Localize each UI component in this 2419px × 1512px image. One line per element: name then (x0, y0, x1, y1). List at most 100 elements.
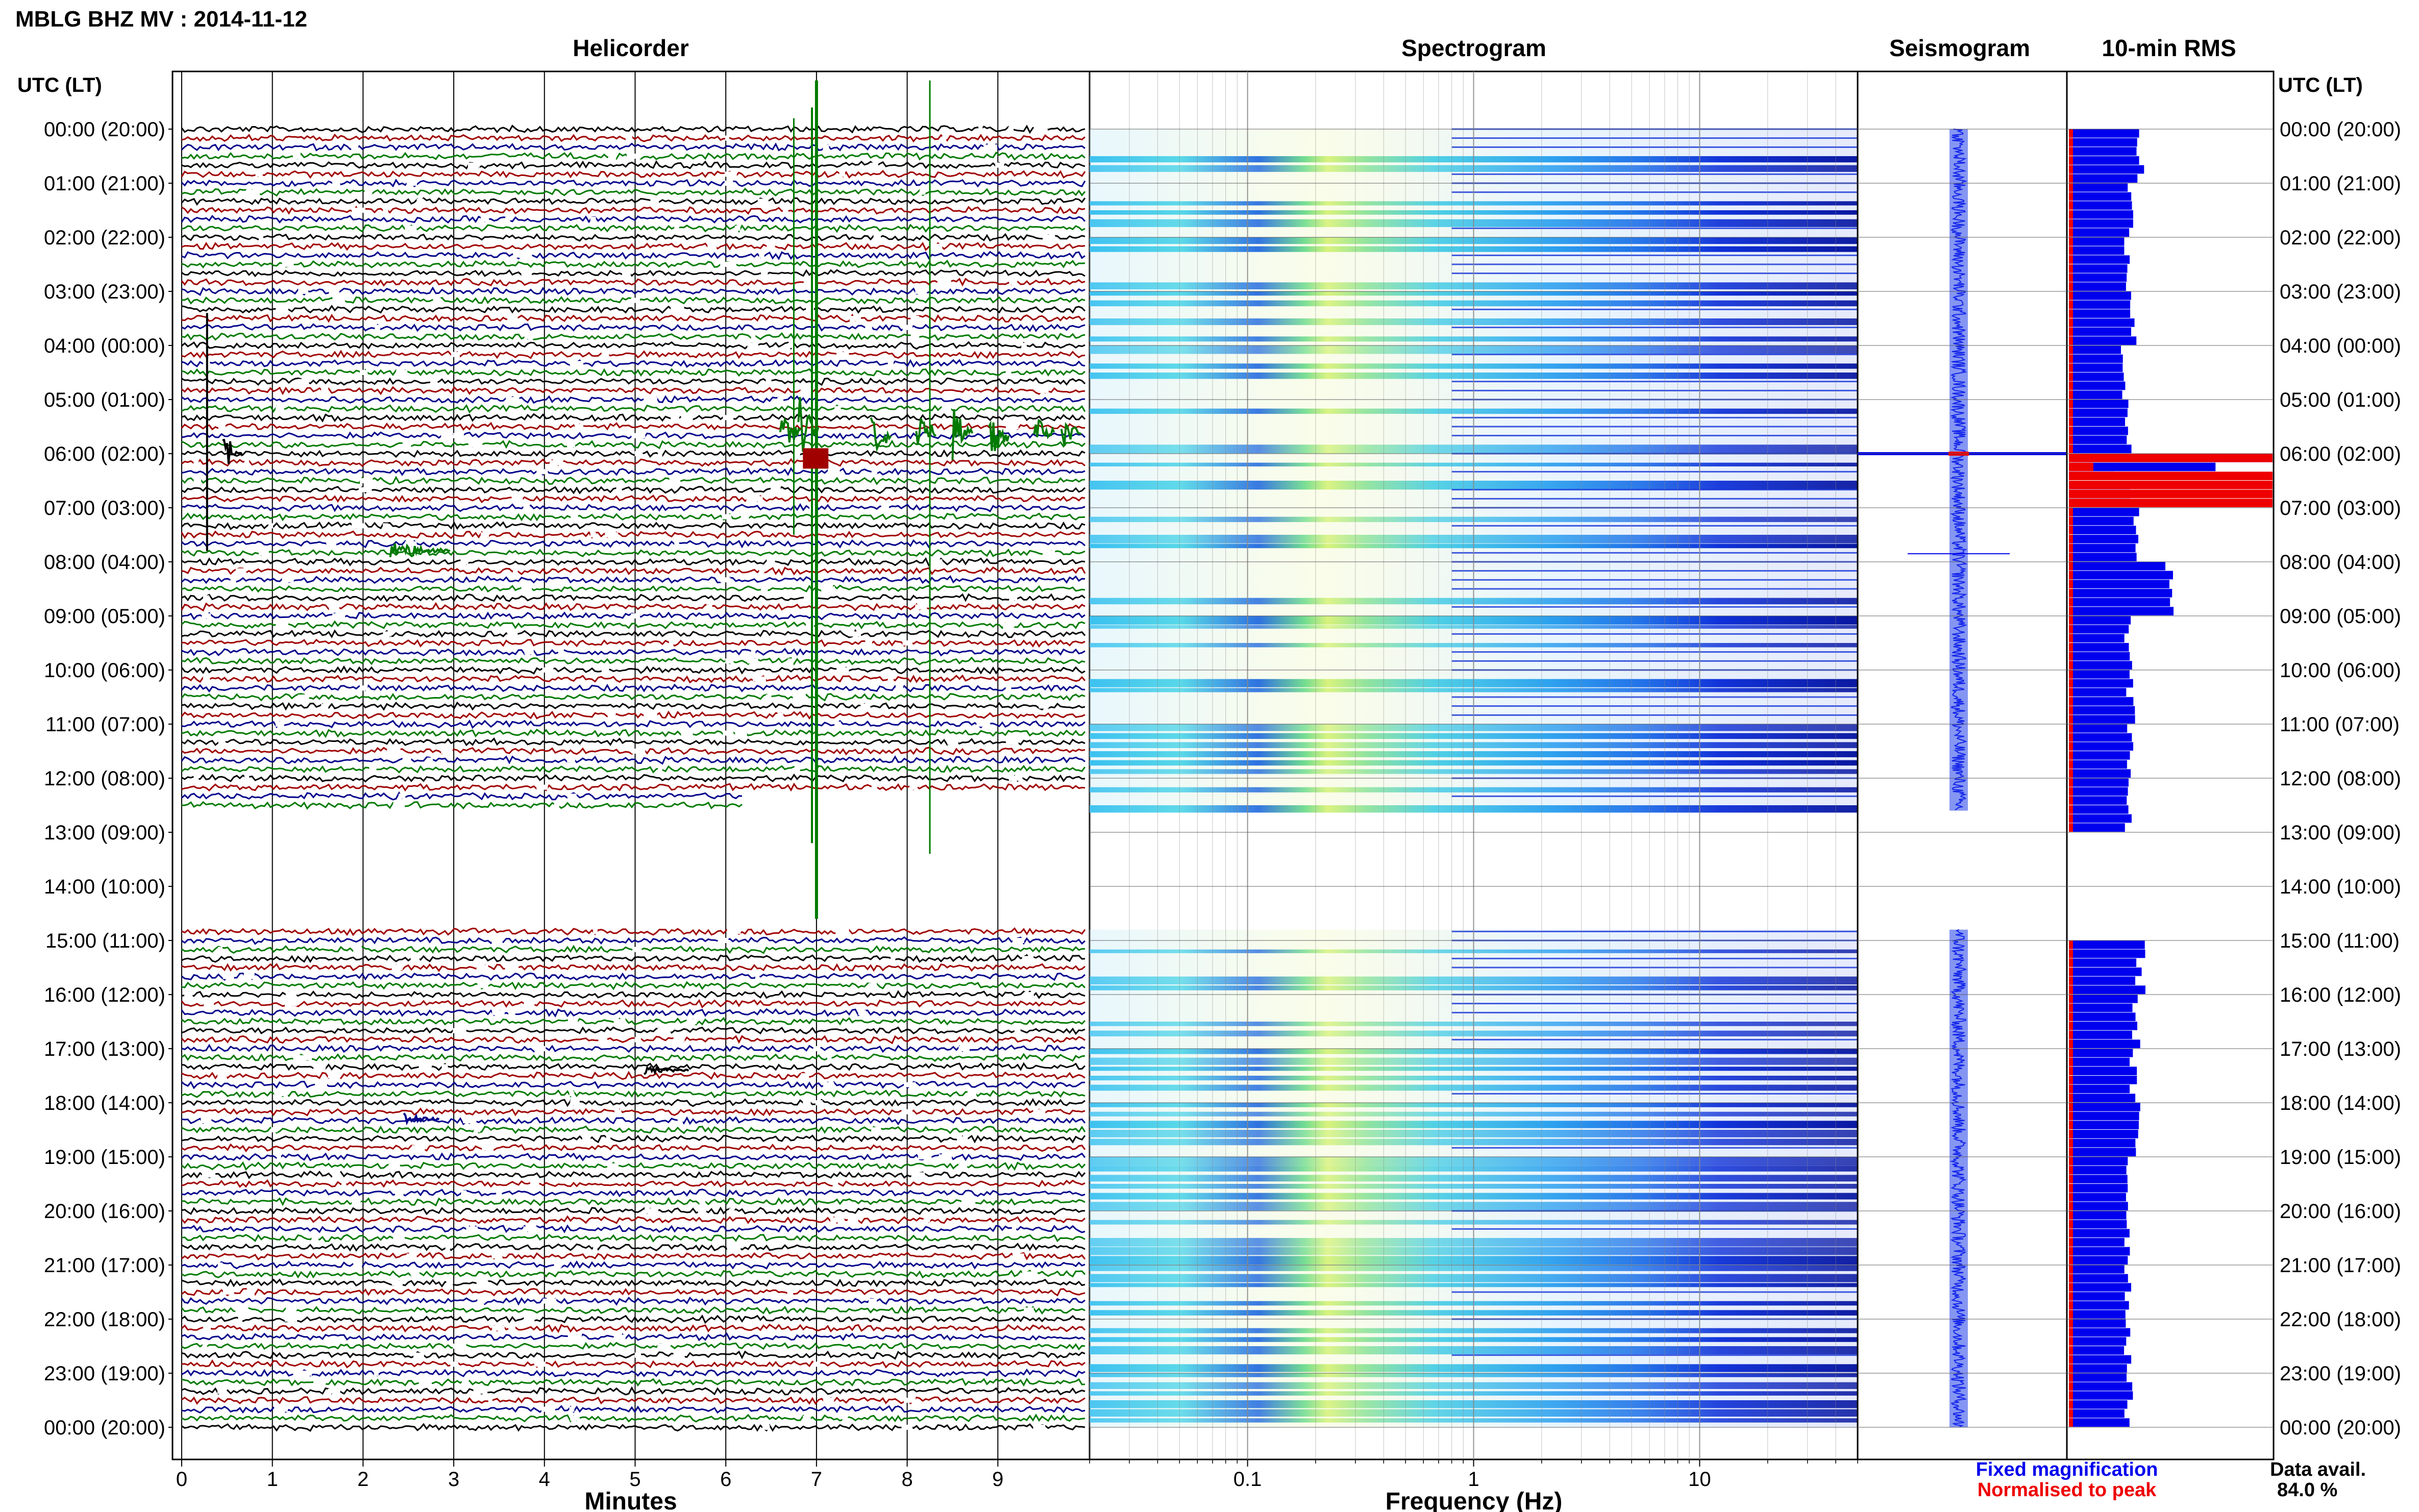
rms-bar-fixed (2069, 1283, 2132, 1292)
rms-bar-normalised (2069, 706, 2073, 715)
helicorder-gap (806, 307, 814, 312)
rms-bar-normalised (2069, 742, 2073, 751)
rms-bar-normalised (2069, 282, 2073, 291)
helicorder-trace (181, 1270, 1086, 1279)
rms-bar-fixed (2069, 1346, 2125, 1355)
rms-bar-fixed (2069, 553, 2137, 561)
rms-bar-fixed (2069, 823, 2125, 832)
helicorder-frame (171, 70, 1091, 1460)
rms-bar-fixed (2069, 255, 2130, 264)
helicorder-gap (536, 469, 548, 475)
rms-bar-fixed (2069, 976, 2135, 985)
rms-bar-fixed (2069, 814, 2132, 823)
rms-bar-fixed (2069, 778, 2129, 787)
helicorder-gap (446, 1280, 453, 1286)
rms-bar-fixed (2069, 1400, 2128, 1409)
rms-bar-fixed (2069, 300, 2131, 309)
helicorder-gap (777, 397, 784, 402)
helicorder-trace (181, 386, 1085, 395)
helicorder-gap (673, 1352, 685, 1358)
helicorder-gap (235, 1307, 249, 1313)
rms-bar-normalised (2069, 652, 2073, 661)
helicorder-gap (402, 757, 411, 763)
hour-label-right: 00:00 (20:00) (2280, 118, 2401, 141)
rms-bar-fixed (2069, 1301, 2129, 1310)
rms-bar-fixed (2069, 571, 2173, 580)
hour-label-left: 20:00 (16:00) (44, 1200, 165, 1223)
helicorder-gap (860, 703, 871, 709)
helicorder-gap (1022, 956, 1034, 961)
rms-bar-normalised (2069, 481, 2273, 489)
helicorder-xtick-label: 4 (539, 1468, 550, 1491)
rms-bar-normalised (2069, 995, 2073, 1003)
hour-label-right: 13:00 (09:00) (2280, 822, 2401, 844)
rms-bar-fixed (2069, 1057, 2130, 1067)
helicorder-gap (530, 1181, 539, 1186)
helicorder-gap (441, 433, 453, 438)
helicorder-trace (181, 395, 1085, 404)
helicorder-gap (777, 712, 784, 718)
helicorder-xtick-label: 9 (992, 1468, 1003, 1491)
helicorder-trace (181, 125, 1085, 134)
helicorder-gap (747, 343, 758, 348)
helicorder-trace (181, 368, 1085, 377)
helicorder-trace (181, 313, 1085, 323)
helicorder-gap (554, 803, 559, 808)
helicorder-gap (484, 983, 488, 988)
rms-bar-fixed (2069, 1247, 2130, 1256)
rms-bar-normalised (2069, 472, 2273, 480)
helicorder-gap (202, 1344, 208, 1349)
helicorder-gap (803, 280, 818, 285)
helicorder-gap (507, 316, 518, 321)
helicorder-gap (720, 262, 731, 267)
helicorder-gap (794, 766, 800, 772)
helicorder-xtick-label: 5 (629, 1468, 640, 1491)
hour-label-left: 07:00 (03:00) (44, 497, 165, 519)
seismogram-envelope (1949, 929, 1968, 1427)
rms-bar-normalised (2069, 1130, 2073, 1138)
helicorder-gap (766, 695, 772, 700)
rms-bar-normalised (2069, 1003, 2073, 1012)
rms-bar-normalised (2069, 1364, 2073, 1373)
helicorder-gap (902, 325, 913, 330)
helicorder-gap (614, 1109, 622, 1114)
helicorder-gap (285, 992, 297, 997)
helicorder-gap (681, 415, 693, 420)
helicorder-gap (508, 1325, 515, 1331)
helicorder-gap (217, 1389, 227, 1394)
helicorder-trace (181, 503, 1085, 512)
helicorder-trace (181, 259, 1085, 269)
helicorder-gap (724, 171, 737, 177)
helicorder-gap (315, 1082, 327, 1087)
helicorder-gap (707, 243, 717, 249)
rms-bar-normalised (2069, 715, 2073, 724)
helicorder-trace (181, 530, 1085, 539)
rms-bar-fixed (2069, 1094, 2136, 1102)
helicorder-trace (181, 801, 743, 810)
helicorder-gap (491, 1253, 503, 1259)
helicorder-gap (871, 469, 878, 475)
helicorder-gap (747, 658, 758, 664)
helicorder-gap (193, 460, 199, 465)
helicorder-gap (567, 794, 575, 799)
rms-bar-normalised (2069, 444, 2073, 453)
helicorder-trace (181, 1278, 1085, 1288)
helicorder-gap (217, 947, 223, 952)
helicorder-gap (542, 1298, 557, 1304)
helicorder-gap (570, 361, 584, 366)
rms-bar-fixed (2069, 1265, 2125, 1274)
rms-bar-normalised (2069, 760, 2073, 769)
rms-bar-normalised (2069, 1238, 2073, 1247)
helicorder-trace (181, 674, 1086, 684)
helicorder-gap (669, 640, 674, 646)
rms-bar-normalised (2069, 336, 2073, 345)
spectrogram-xtick-label: 1 (1468, 1468, 1479, 1491)
helicorder-gap (445, 1244, 451, 1250)
helicorder-trace (181, 1008, 1085, 1018)
rms-bar-fixed (2069, 598, 2170, 607)
data-avail-label: Data avail. (2270, 1459, 2366, 1480)
rms-bar-normalised (2069, 805, 2073, 814)
legend-fixed-magnification: Fixed magnification (1976, 1459, 2158, 1480)
rms-bar-normalised (2069, 1373, 2073, 1382)
rms-bar-normalised (2069, 210, 2073, 219)
